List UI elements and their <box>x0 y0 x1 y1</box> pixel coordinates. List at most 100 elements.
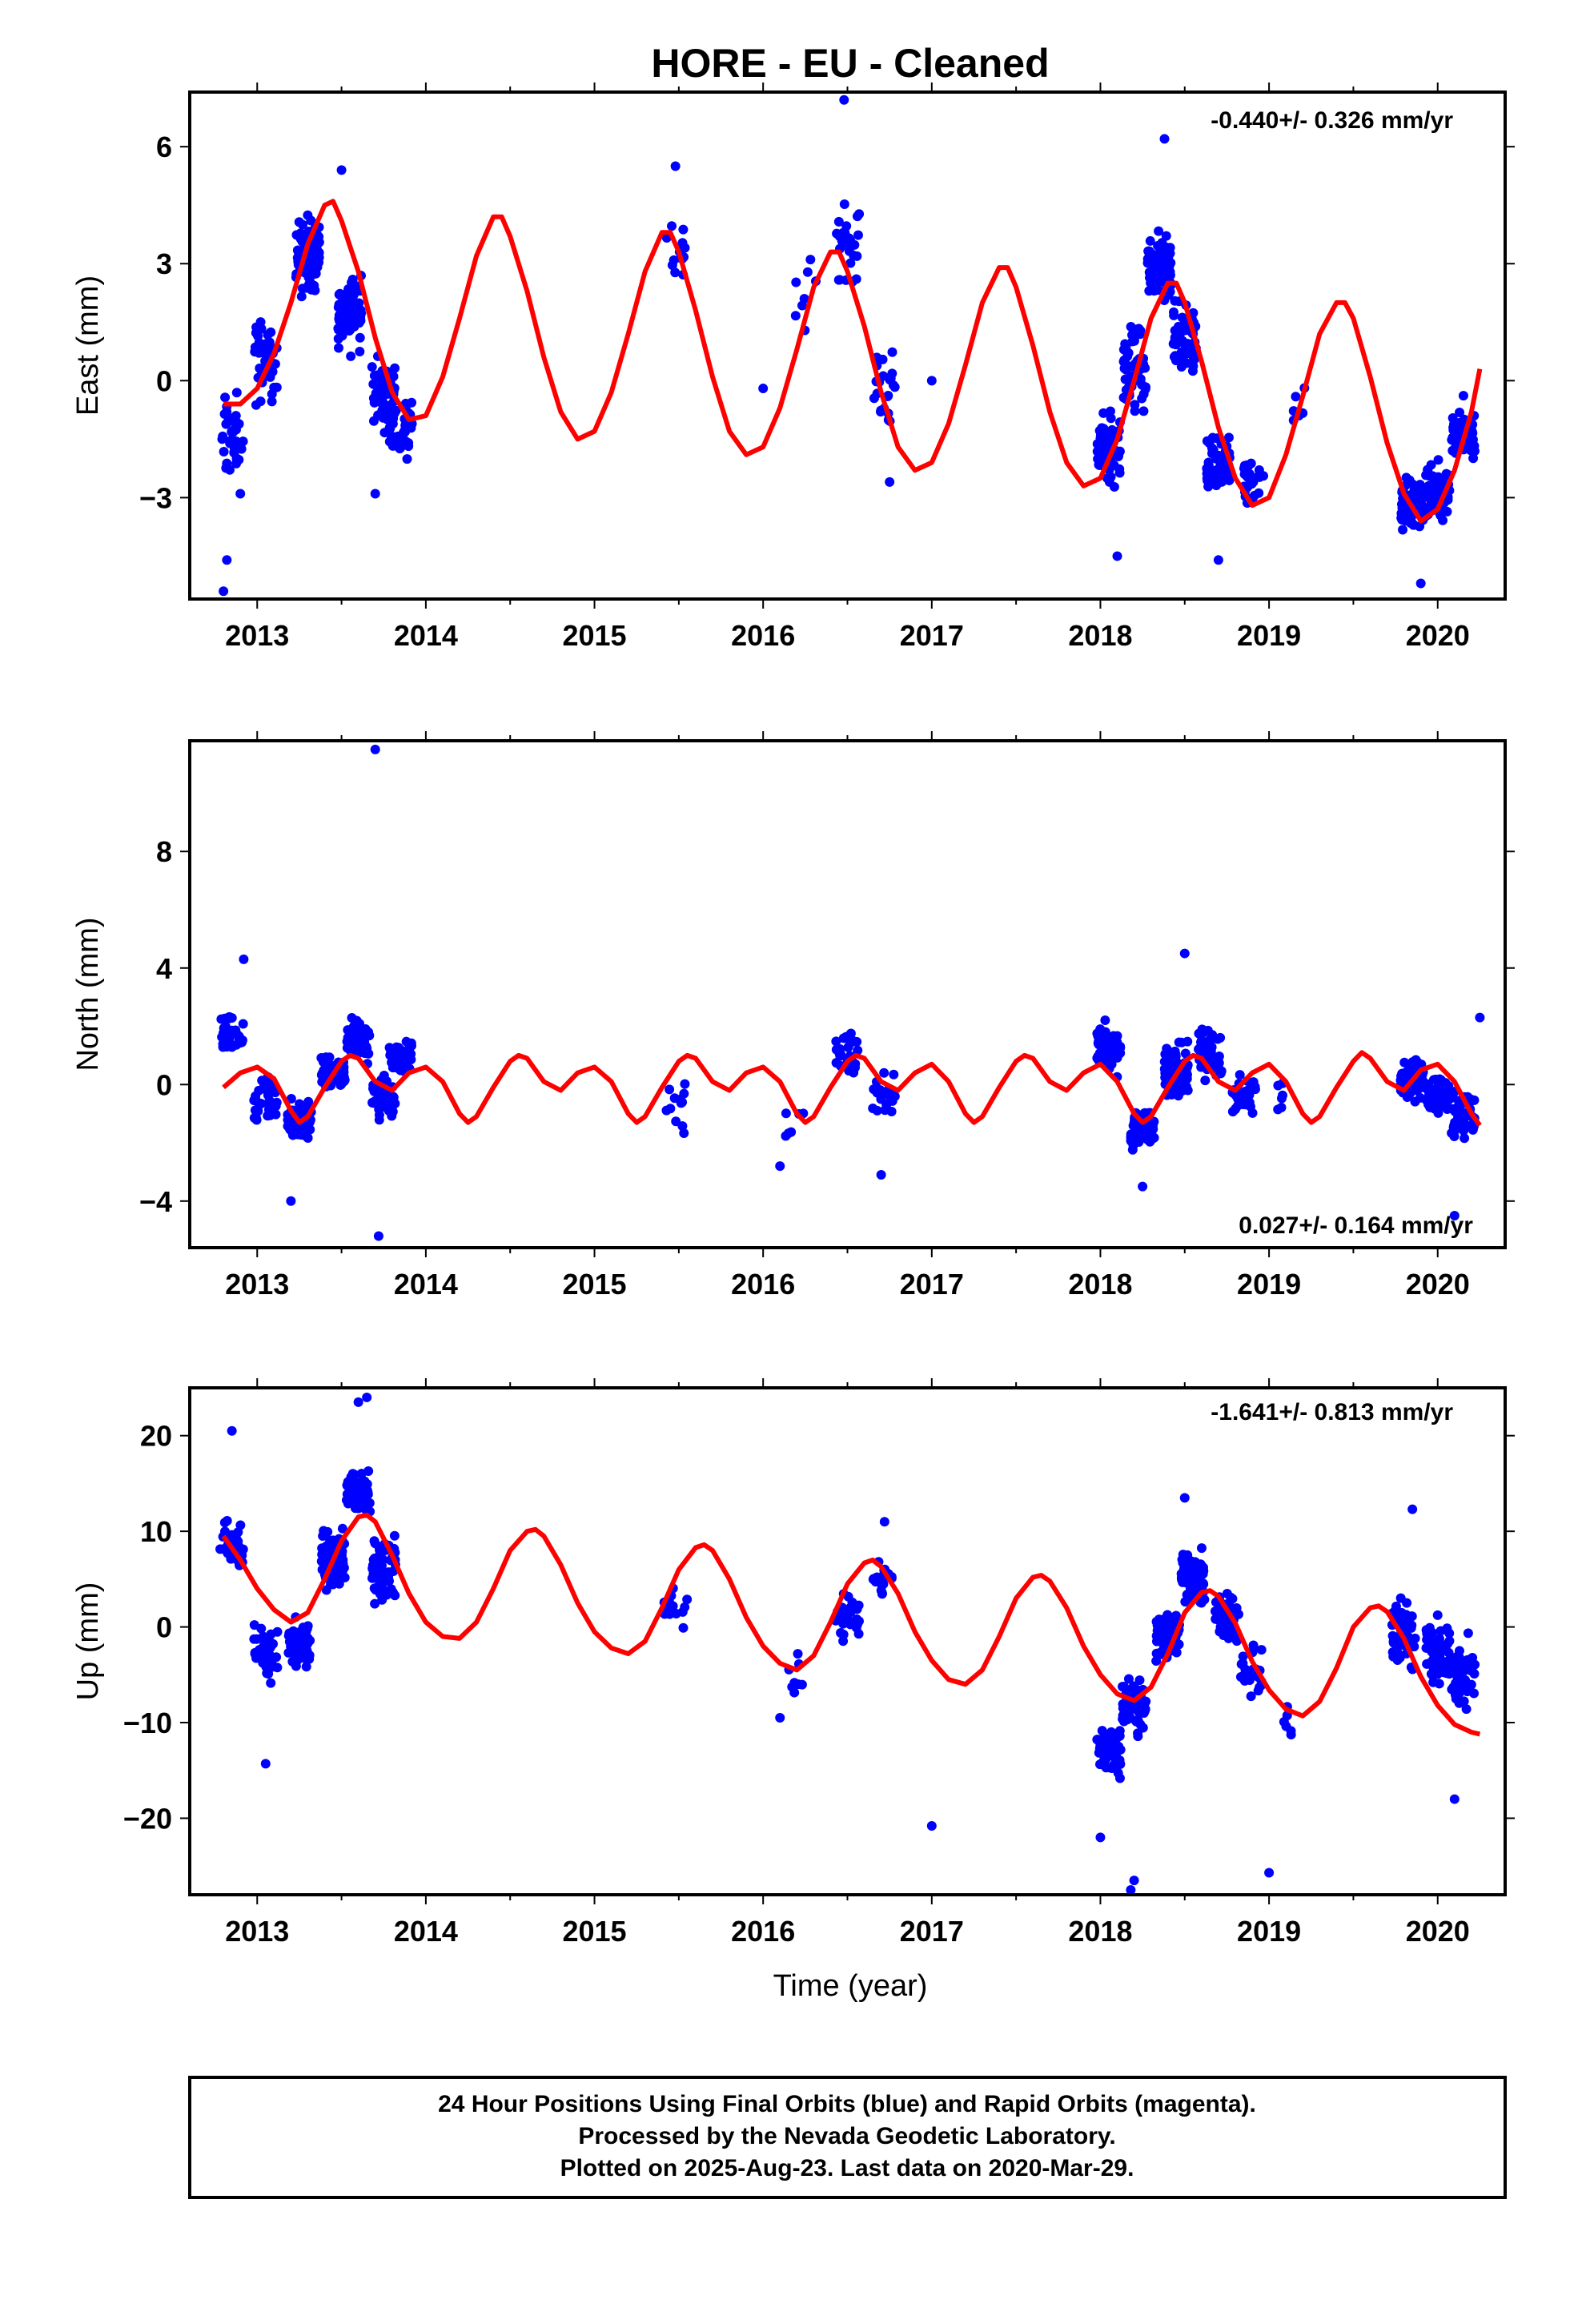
data-point <box>1126 1885 1136 1895</box>
data-point <box>355 332 365 343</box>
data-point <box>790 311 801 321</box>
data-point <box>355 1482 365 1492</box>
data-point <box>386 417 396 428</box>
data-point <box>295 1630 306 1641</box>
data-point <box>852 1614 862 1624</box>
data-point <box>1405 517 1415 528</box>
y-tick-label: −10 <box>123 1707 172 1739</box>
data-point <box>841 221 852 231</box>
data-point <box>851 274 861 284</box>
data-point <box>851 1622 861 1633</box>
data-point <box>266 1629 276 1639</box>
data-point <box>333 343 343 353</box>
x-tick-label: 2013 <box>225 1915 289 1948</box>
data-point <box>1249 1642 1259 1653</box>
data-point <box>370 1598 380 1609</box>
data-point <box>1163 290 1174 300</box>
data-point <box>1213 555 1223 565</box>
data-point <box>802 267 813 277</box>
data-point <box>263 1077 273 1088</box>
data-point <box>1235 1672 1246 1683</box>
data-point <box>1460 1133 1470 1144</box>
data-point <box>251 322 262 332</box>
data-point <box>678 224 689 235</box>
data-point <box>249 1620 259 1630</box>
data-point <box>216 1014 227 1024</box>
data-point <box>219 408 230 419</box>
data-point <box>1210 465 1220 476</box>
data-point <box>1098 408 1109 418</box>
data-point <box>223 1031 233 1041</box>
data-point <box>1407 1057 1418 1068</box>
data-point <box>1098 1759 1109 1770</box>
data-point <box>872 1105 882 1116</box>
x-axis-label: Time (year) <box>773 1969 928 2003</box>
data-point <box>359 1041 369 1051</box>
data-point <box>1174 1639 1184 1650</box>
data-point <box>1098 424 1109 434</box>
data-point <box>1154 1614 1164 1625</box>
data-point <box>1247 479 1257 489</box>
data-point <box>834 275 845 285</box>
data-point <box>1120 339 1130 349</box>
data-point <box>333 302 343 312</box>
data-point <box>389 1530 400 1541</box>
data-point <box>1428 1075 1439 1085</box>
data-point <box>1171 1057 1182 1068</box>
data-point <box>272 1663 283 1673</box>
data-point <box>238 436 248 447</box>
data-point <box>390 363 400 373</box>
data-point <box>310 255 320 265</box>
data-point <box>797 1679 807 1690</box>
data-point <box>1191 1582 1201 1593</box>
data-point <box>1119 355 1130 365</box>
data-point <box>377 1594 387 1605</box>
data-point <box>1407 1620 1417 1630</box>
data-point <box>839 94 849 105</box>
data-point <box>1459 1696 1469 1707</box>
data-point <box>1196 1543 1207 1554</box>
data-point <box>1410 1633 1420 1643</box>
data-point <box>1176 1037 1186 1047</box>
data-point <box>1433 455 1443 465</box>
data-point <box>1427 1647 1437 1657</box>
data-point <box>227 1042 237 1052</box>
data-point <box>373 1554 383 1565</box>
data-point <box>220 392 231 403</box>
data-point <box>343 1498 353 1509</box>
data-point <box>833 1614 843 1624</box>
data-point <box>1178 1566 1189 1576</box>
data-point <box>1254 465 1264 476</box>
data-point <box>1434 1679 1444 1689</box>
data-point <box>335 316 346 326</box>
data-point <box>337 1523 347 1534</box>
data-point <box>271 1652 282 1663</box>
y-tick-label: 0 <box>156 1611 172 1644</box>
data-point <box>347 292 358 303</box>
data-point <box>345 325 355 336</box>
data-point <box>1100 1737 1110 1747</box>
chart-title: HORE - EU - Cleaned <box>651 41 1049 86</box>
data-point <box>1161 231 1171 241</box>
data-point <box>231 388 242 398</box>
data-point <box>1151 1656 1162 1667</box>
data-point <box>877 1589 887 1599</box>
data-point <box>1106 413 1116 424</box>
data-point <box>334 1578 344 1589</box>
data-point <box>836 1627 846 1638</box>
data-point <box>294 217 304 227</box>
data-point <box>1175 335 1186 345</box>
data-point <box>1219 1630 1229 1641</box>
x-tick-label: 2019 <box>1237 1268 1301 1301</box>
data-point <box>1456 1656 1467 1667</box>
data-point <box>1217 457 1227 468</box>
data-point <box>1475 1012 1485 1023</box>
data-point <box>351 1027 361 1038</box>
data-point <box>350 1503 360 1514</box>
data-point <box>1392 1655 1403 1665</box>
data-points <box>215 1392 1480 1895</box>
data-point <box>296 292 307 302</box>
x-tick-label: 2015 <box>562 1915 626 1948</box>
data-point <box>1448 1655 1459 1666</box>
data-point <box>1415 578 1426 589</box>
